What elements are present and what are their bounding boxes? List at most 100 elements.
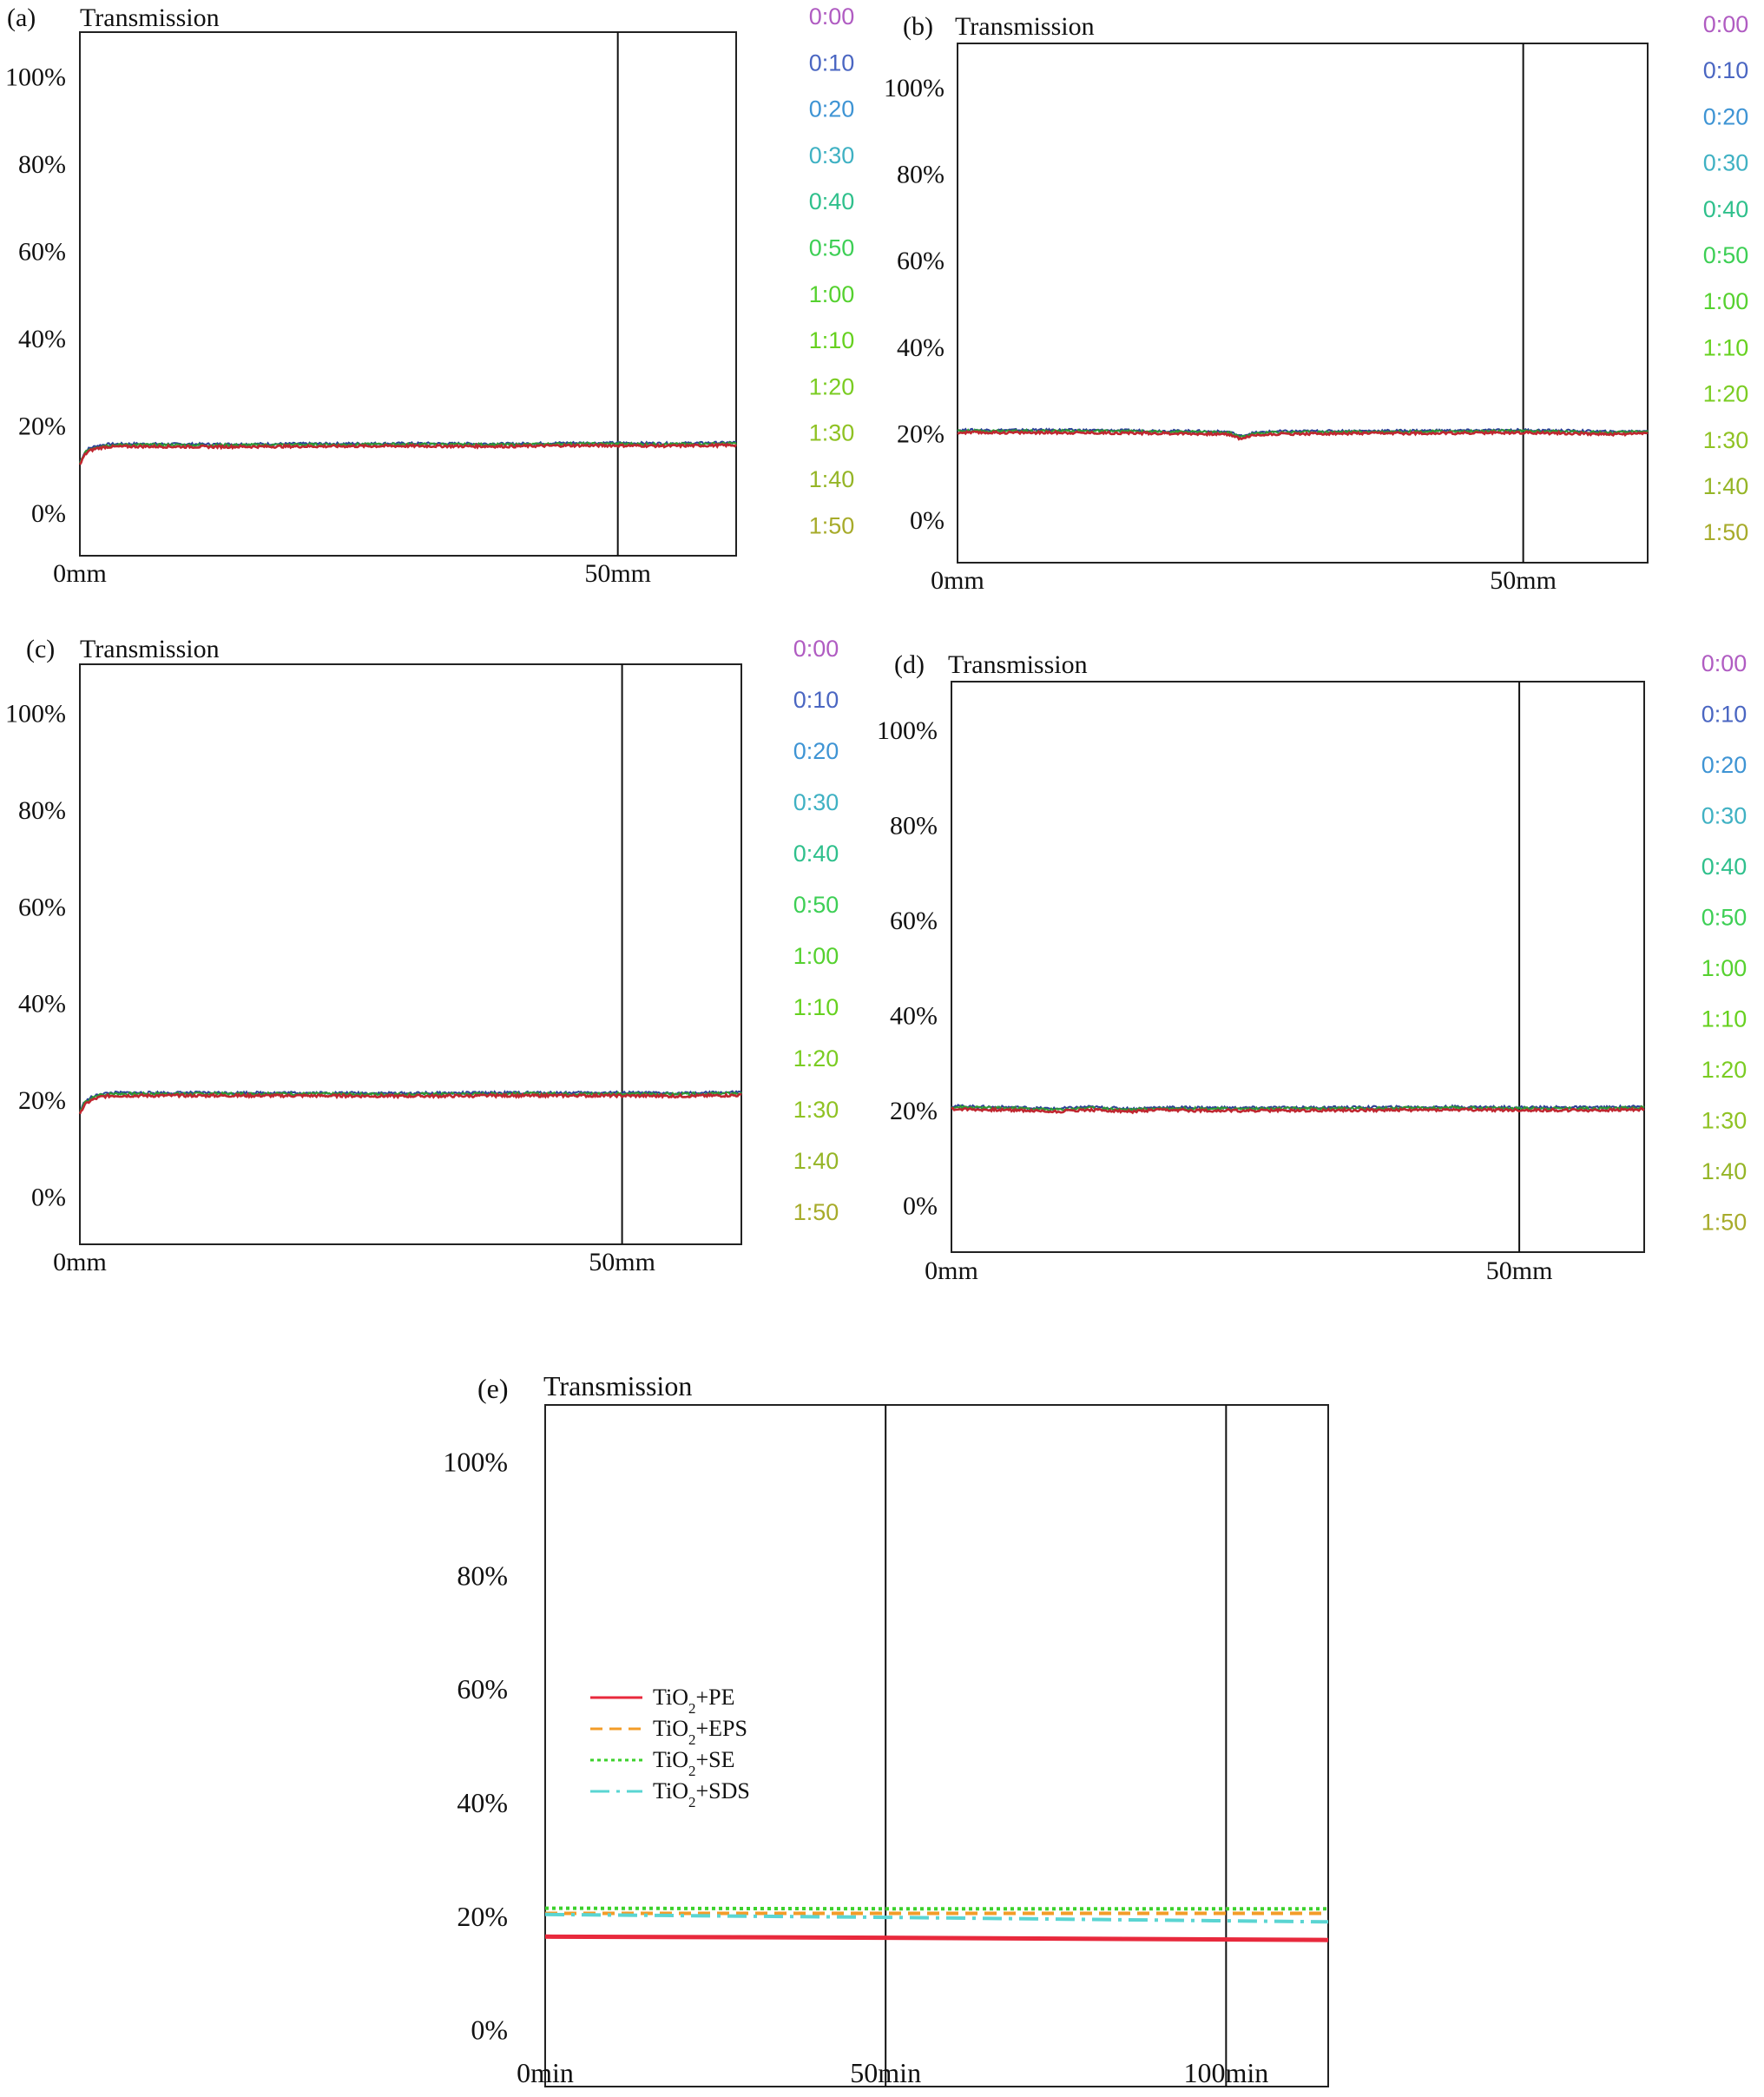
y-tick-label: 40% bbox=[18, 325, 66, 353]
time-legend-entry: 1:50 bbox=[809, 512, 855, 538]
y-tick-label: 80% bbox=[897, 161, 945, 189]
x-tick-label: 0mm bbox=[931, 566, 984, 595]
x-tick-label: 0mm bbox=[53, 559, 107, 588]
y-tick-label: 100% bbox=[5, 700, 66, 729]
time-legend-entry: 1:30 bbox=[1703, 427, 1749, 453]
time-legend-entry: 1:50 bbox=[793, 1199, 839, 1225]
x-tick-label: 0mm bbox=[925, 1256, 978, 1285]
time-legend-entry: 0:00 bbox=[793, 636, 839, 662]
time-legend-entry: 1:40 bbox=[793, 1148, 839, 1174]
plot-frame bbox=[79, 663, 742, 1245]
y-tick-label: 80% bbox=[18, 150, 66, 179]
panel-label: (d) bbox=[894, 650, 925, 679]
transmission-profile-curve bbox=[957, 429, 1649, 441]
time-legend-entry: 0:50 bbox=[1703, 242, 1749, 268]
plot-frame bbox=[79, 31, 737, 557]
y-tick-label: 60% bbox=[897, 247, 945, 275]
time-legend-entry: 0:20 bbox=[1703, 103, 1749, 129]
chart-panel-d: (d) Transmission 0% 20% 40% 60% 80% 100% 0mm 50mm… bbox=[877, 650, 1747, 1285]
plot-frame bbox=[951, 681, 1645, 1253]
x-tick-label: 50mm bbox=[589, 1248, 655, 1276]
x-tick-label: 0min bbox=[517, 2057, 574, 2088]
time-legend-entry: 0:50 bbox=[1701, 905, 1748, 931]
time-legend-entry: 0:20 bbox=[793, 738, 839, 764]
time-legend-entry: 0:40 bbox=[809, 188, 855, 214]
time-legend-entry: 0:10 bbox=[809, 49, 855, 76]
y-tick-label: 60% bbox=[890, 907, 938, 935]
transmission-profile-curve bbox=[79, 1089, 742, 1113]
time-legend-entry: 1:20 bbox=[1701, 1057, 1748, 1083]
time-legend-entry: 0:10 bbox=[793, 687, 839, 713]
time-legend-entry: 1:00 bbox=[809, 281, 855, 307]
time-legend-entry: 0:10 bbox=[1701, 702, 1748, 728]
time-legend-entry: 0:00 bbox=[1703, 11, 1749, 37]
chart-panel-e: (e) Transmission 0% 20% 40% 60% 80% 100% 0min 50m… bbox=[443, 1370, 1329, 2088]
time-legend-entry: 1:30 bbox=[1701, 1108, 1748, 1134]
y-tick-label: 0% bbox=[903, 1191, 938, 1220]
x-tick-label: 100min bbox=[1183, 2057, 1268, 2088]
time-legend-entry: 0:30 bbox=[1703, 150, 1749, 176]
time-legend-entry: 1:10 bbox=[809, 327, 855, 353]
series-line-tio2-pe bbox=[544, 1934, 1329, 1942]
time-legend-entry: 1:20 bbox=[1703, 381, 1749, 407]
y-tick-label: 20% bbox=[18, 412, 66, 440]
time-legend-entry: 0:10 bbox=[1703, 57, 1749, 83]
time-legend-entry: 0:00 bbox=[1701, 650, 1748, 676]
time-legend-entry: 1:20 bbox=[793, 1045, 839, 1072]
chart-title: Transmission bbox=[948, 650, 1088, 679]
time-legend-entry: 0:20 bbox=[809, 96, 855, 122]
panel-label: (a) bbox=[7, 3, 36, 32]
legend-entry: TiO2+PE bbox=[653, 1685, 734, 1717]
time-legend-entry: 0:40 bbox=[793, 841, 839, 867]
time-legend-entry: 1:40 bbox=[809, 466, 855, 492]
y-tick-label: 80% bbox=[18, 796, 66, 825]
panel-label: (e) bbox=[477, 1373, 509, 1404]
x-tick-label: 50mm bbox=[1490, 566, 1557, 595]
time-legend-entry: 0:30 bbox=[1701, 803, 1748, 829]
y-tick-label: 20% bbox=[890, 1097, 938, 1125]
time-legend-entry: 1:10 bbox=[793, 994, 839, 1020]
transmission-profile-curve bbox=[79, 441, 737, 464]
time-legend-entry: 0:50 bbox=[809, 235, 855, 261]
y-tick-label: 20% bbox=[18, 1086, 66, 1115]
x-tick-label: 50mm bbox=[1486, 1256, 1553, 1285]
time-legend-entry: 1:40 bbox=[1703, 473, 1749, 499]
chart-panel-a: (a) Transmission 0% 20% 40% 60% 80% 100% 0mm 50mm… bbox=[5, 3, 854, 588]
y-tick-label: 40% bbox=[897, 333, 945, 362]
x-tick-label: 0mm bbox=[53, 1248, 107, 1276]
time-legend-entry: 1:00 bbox=[793, 943, 839, 969]
time-legend-entry: 1:50 bbox=[1703, 519, 1749, 545]
transmission-profile-curve bbox=[78, 442, 737, 465]
time-legend-entry: 0:50 bbox=[793, 892, 839, 918]
y-tick-label: 40% bbox=[18, 990, 66, 1019]
time-legend-entry: 1:00 bbox=[1703, 288, 1749, 314]
time-legend-entry: 1:20 bbox=[809, 373, 855, 399]
time-legend-entry: 1:50 bbox=[1701, 1210, 1748, 1236]
panel-label: (c) bbox=[26, 635, 55, 663]
y-tick-label: 80% bbox=[457, 1560, 508, 1591]
time-legend-entry: 1:30 bbox=[809, 420, 855, 446]
y-tick-label: 100% bbox=[5, 63, 66, 91]
time-legend-entry: 0:30 bbox=[793, 789, 839, 815]
chart-title: Transmission bbox=[955, 12, 1095, 41]
plot-frame bbox=[544, 1404, 1329, 2087]
time-legend-entry: 1:10 bbox=[1703, 334, 1749, 360]
legend-entry: TiO2+SE bbox=[653, 1747, 734, 1779]
x-tick-label: 50mm bbox=[584, 559, 651, 588]
plot-frame bbox=[957, 43, 1649, 564]
y-tick-label: 20% bbox=[897, 420, 945, 449]
y-tick-label: 0% bbox=[910, 506, 945, 535]
time-legend-entry: 1:40 bbox=[1701, 1158, 1748, 1184]
series-line-tio2-sds bbox=[544, 1912, 1329, 1924]
chart-title: Transmission bbox=[543, 1370, 692, 1401]
transmission-profile-curve bbox=[957, 428, 1649, 439]
y-tick-label: 60% bbox=[457, 1673, 508, 1705]
legend-entry: TiO2+SDS bbox=[653, 1778, 750, 1810]
y-tick-label: 80% bbox=[890, 811, 938, 840]
time-legend-entry: 0:40 bbox=[1701, 854, 1748, 880]
y-tick-label: 100% bbox=[877, 716, 938, 745]
panel-label: (b) bbox=[903, 12, 933, 41]
chart-title: Transmission bbox=[80, 3, 220, 32]
